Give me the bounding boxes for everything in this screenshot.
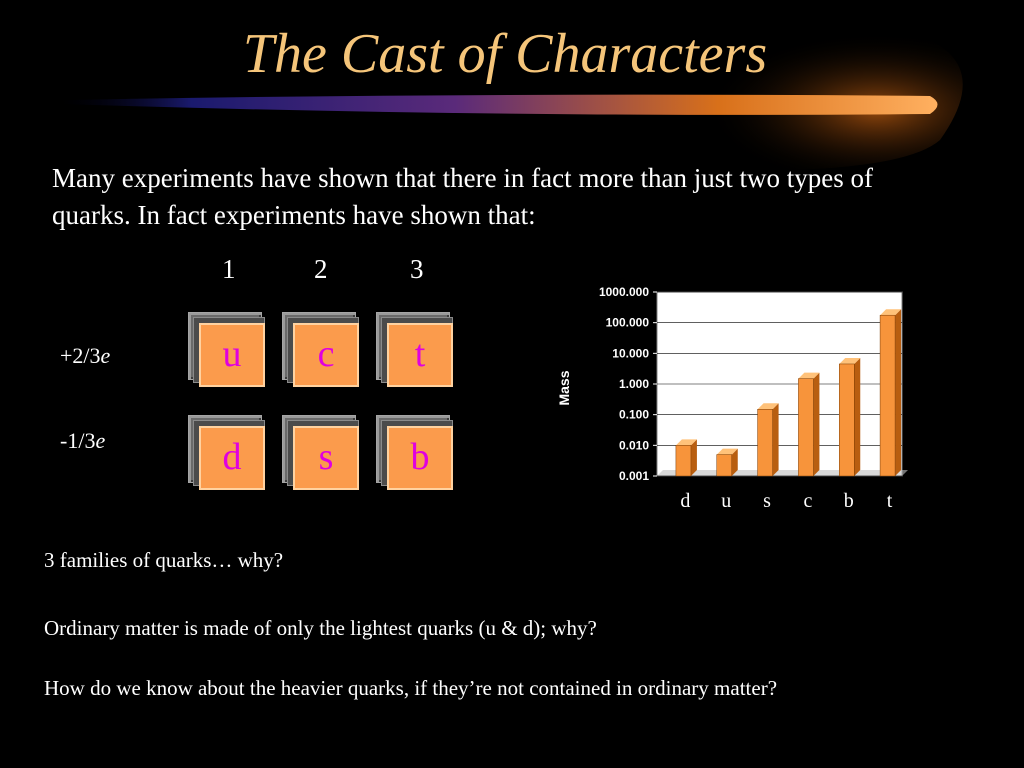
quark-symbol: t	[387, 323, 453, 387]
quark-symbol: s	[293, 426, 359, 490]
family-number-1: 1	[222, 254, 236, 284]
y-tick-label: 100.000	[606, 316, 650, 330]
quark-tile-down: d	[188, 415, 268, 490]
y-tick-label: 10.000	[612, 346, 649, 360]
bar-top	[757, 403, 779, 410]
family-number-3: 3	[410, 254, 424, 284]
question-ordinary-matter: Ordinary matter is made of only the ligh…	[44, 616, 597, 640]
quark-mass-chart: 0.001 0.010 0.100 1.000 10.000 100.000 1000.00…	[556, 285, 908, 512]
quark-tile-charm: c	[282, 312, 362, 387]
title-swoosh-decoration	[60, 17, 963, 171]
charge-label-down-type: -1/3e	[60, 428, 106, 453]
x-tick-label: d	[680, 490, 690, 512]
quark-tile-top: t	[376, 312, 456, 387]
bar-s	[757, 409, 773, 477]
x-tick-label: c	[803, 490, 812, 512]
x-tick-label: s	[763, 490, 771, 512]
quark-tile-up: u	[188, 312, 268, 387]
quark-symbol: b	[387, 426, 453, 490]
bar-top	[798, 372, 820, 379]
slide-title: The Cast of Characters	[242, 23, 768, 85]
x-tick-label: t	[887, 490, 893, 512]
bar-side	[895, 309, 902, 476]
quark-symbol: d	[199, 426, 265, 490]
bar-side	[813, 372, 820, 476]
quark-tile-strange: s	[282, 415, 362, 490]
bar-top	[880, 309, 902, 316]
bar-side	[854, 357, 861, 476]
quark-symbol: u	[199, 323, 265, 387]
bar-b	[839, 363, 855, 477]
family-number-2: 2	[314, 254, 328, 284]
y-tick-label: 1000.000	[599, 285, 649, 299]
y-tick-label: 0.100	[619, 408, 649, 422]
bar-side	[731, 448, 738, 476]
bar-c	[798, 378, 814, 477]
question-heavier-quarks: How do we know about the heavier quarks,…	[44, 676, 778, 700]
bar-d	[675, 445, 692, 477]
charge-label-up-type: +2/3e	[60, 343, 111, 368]
bar-top	[839, 357, 861, 364]
bar-side	[690, 439, 697, 476]
intro-paragraph: Many experiments have shown that there i…	[52, 163, 874, 230]
x-tick-label: u	[721, 490, 731, 512]
bar-u	[716, 454, 732, 477]
bar-top	[716, 448, 738, 455]
y-tick-label: 0.001	[619, 469, 649, 483]
y-axis-title: Mass	[556, 370, 572, 405]
x-tick-label: b	[844, 490, 854, 512]
y-tick-label: 0.010	[619, 438, 649, 452]
quark-tile-bottom: b	[376, 415, 456, 490]
bar-side	[772, 403, 779, 476]
y-tick-label: 1.000	[619, 377, 649, 391]
bar-top	[675, 439, 697, 446]
question-families: 3 families of quarks… why?	[44, 548, 284, 572]
quark-symbol: c	[293, 323, 359, 387]
bar-t	[879, 314, 896, 477]
